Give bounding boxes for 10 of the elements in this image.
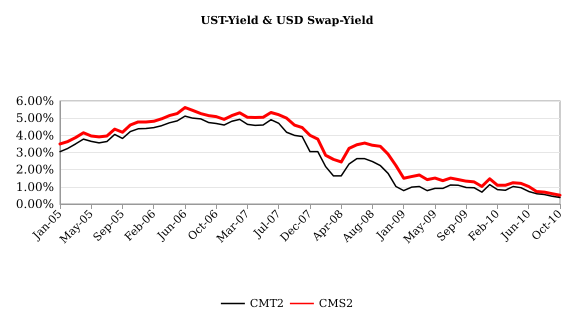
chart-title: UST-Yield & USD Swap-Yield <box>200 14 374 27</box>
y-tick-label: 4.00% <box>16 128 54 142</box>
y-tick-label: 1.00% <box>16 180 54 194</box>
y-tick-label: 0.00% <box>16 197 54 211</box>
y-tick-label: 3.00% <box>16 146 54 160</box>
y-tick-label: 2.00% <box>16 162 54 177</box>
y-tick-label: 6.00% <box>16 94 54 108</box>
legend-label: CMS2 <box>318 297 354 310</box>
y-tick-label: 5.00% <box>16 111 54 126</box>
legend-label: CMT2 <box>250 297 284 310</box>
